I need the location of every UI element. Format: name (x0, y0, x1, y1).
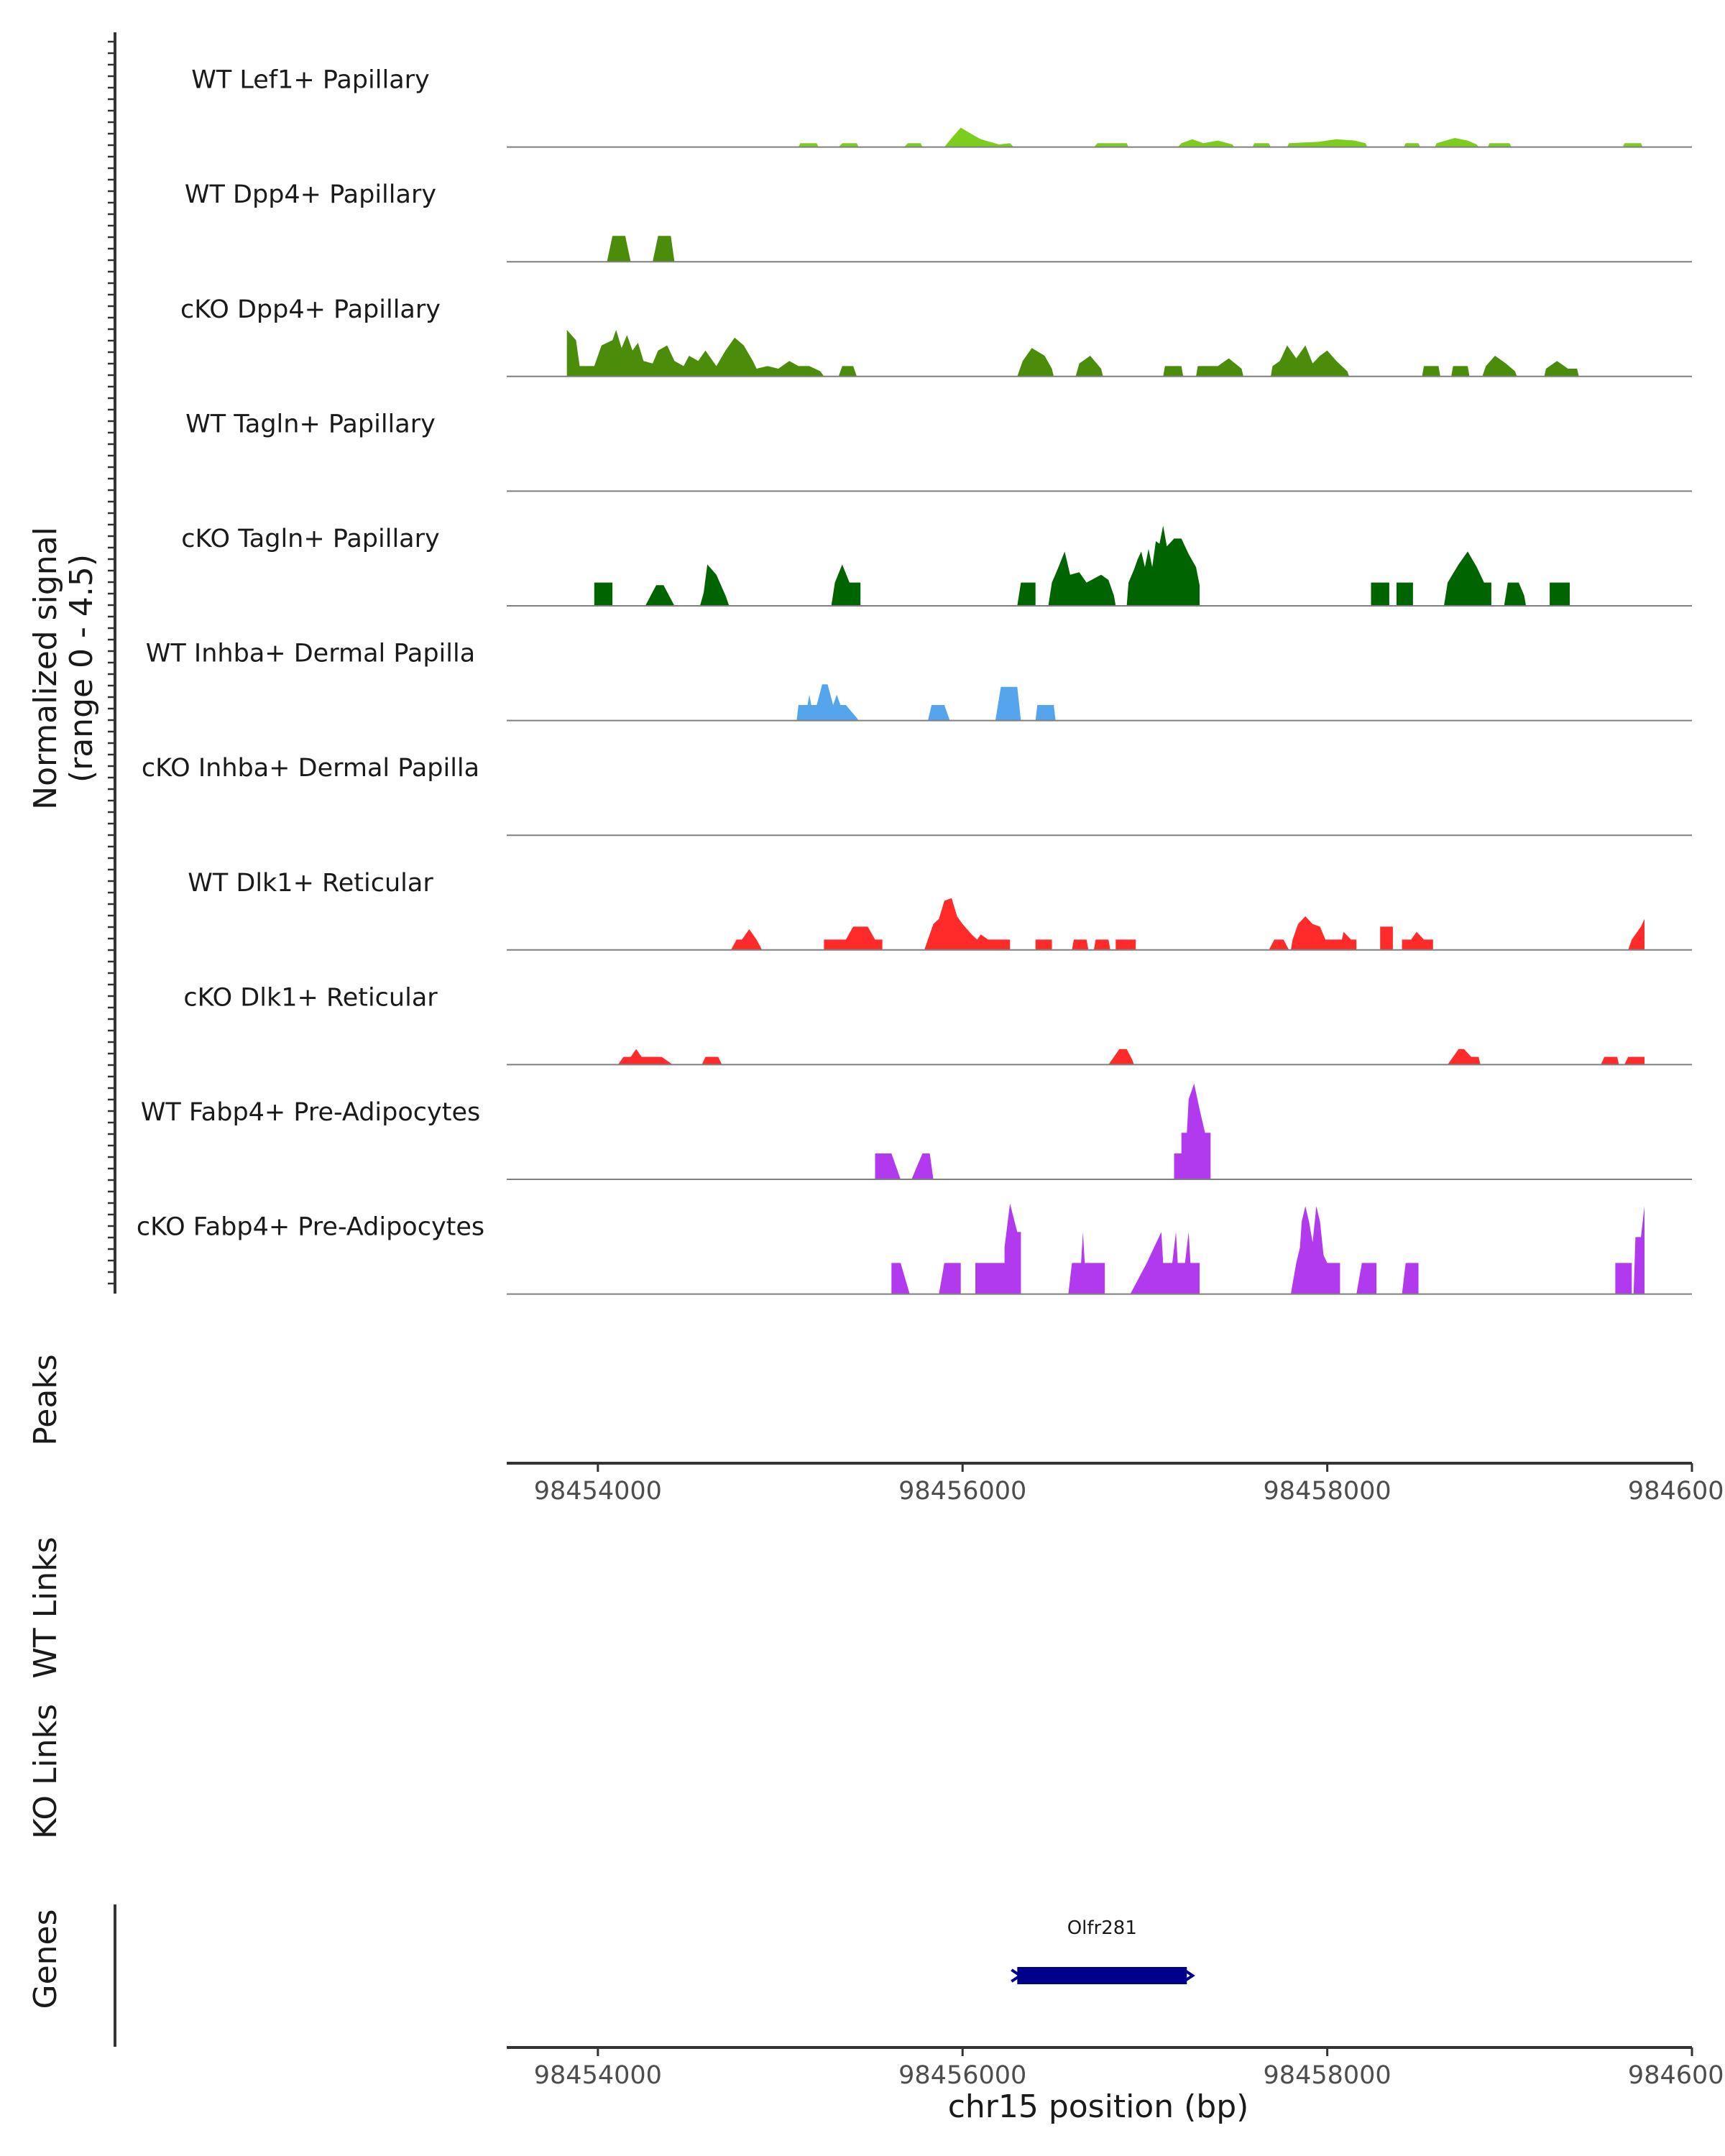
y-axis-ticks (108, 40, 115, 1285)
track-7: cKO Inhba+ Dermal Papilla (142, 754, 1692, 837)
track-3: cKO Dpp4+ Papillary (180, 295, 1692, 377)
x-axis-genes: 98454000 98456000 98458000 98460000 (507, 2046, 1725, 2090)
gene-strand-arrow (1183, 1968, 1195, 1983)
track-label: cKO Dpp4+ Papillary (180, 295, 441, 324)
gene-name-label: Olfr281 (1067, 1917, 1137, 1939)
track-coverage-area (617, 1049, 1644, 1065)
track-label: cKO Inhba+ Dermal Papilla (142, 754, 479, 783)
peaks-title: Peaks (27, 1354, 64, 1445)
gene-track: Olfr281 (1011, 1917, 1195, 1984)
ko-links-title: KO Links (27, 1704, 64, 1839)
x-axis-tick-label: 98456000 (898, 1477, 1026, 1506)
track-label: WT Tagln+ Papillary (185, 410, 436, 438)
x-axis-tick-label: 98454000 (534, 1477, 662, 1506)
y-axis-title-line1: Normalized signal (27, 527, 64, 810)
x-axis-tick-label: 98458000 (1264, 2061, 1392, 2090)
track-9: cKO Dlk1+ Reticular (183, 983, 1692, 1066)
track-label: WT Lef1+ Papillary (191, 66, 430, 95)
track-coverage-area (796, 684, 1056, 721)
x-axis-tick-label: 98460000 (1628, 1477, 1725, 1506)
track-coverage-area (607, 236, 675, 262)
wt-links-title: WT Links (27, 1537, 64, 1678)
track-2: WT Dpp4+ Papillary (185, 180, 1692, 263)
track-4: WT Tagln+ Papillary (185, 410, 1692, 492)
track-10: WT Fabp4+ Pre-Adipocytes (141, 1083, 1692, 1180)
track-label: WT Dlk1+ Reticular (188, 869, 433, 898)
x-axis-peaks: 98454000 98456000 98458000 98460000 (507, 1462, 1725, 1506)
y-axis (108, 32, 116, 1294)
track-8: WT Dlk1+ Reticular (188, 869, 1692, 951)
track-label: WT Dpp4+ Papillary (185, 180, 436, 209)
x-axis-tick-label: 98460000 (1628, 2061, 1725, 2090)
track-coverage-area (875, 1083, 1211, 1179)
track-coverage-area (594, 525, 1570, 606)
x-axis-title: chr15 position (bp) (948, 2088, 1249, 2125)
track-coverage-area (566, 330, 1579, 377)
x-axis-tick-label: 98458000 (1264, 1477, 1392, 1506)
coverage-tracks: WT Lef1+ Papillary WT Dpp4+ Papillary cKO … (137, 66, 1692, 1295)
gene-body (1017, 1967, 1187, 1984)
track-coverage-area (731, 898, 1644, 950)
genes-title: Genes (27, 1909, 64, 2009)
track-label: WT Inhba+ Dermal Papilla (146, 640, 475, 668)
x-axis-tick-label: 98454000 (534, 2061, 662, 2090)
track-coverage-area (891, 1203, 1644, 1294)
y-axis-title-line2: (range 0 - 4.5) (63, 554, 100, 783)
track-label: cKO Fabp4+ Pre-Adipocytes (137, 1213, 484, 1242)
track-coverage-area (798, 127, 1643, 147)
track-11: cKO Fabp4+ Pre-Adipocytes (137, 1203, 1692, 1295)
x-axis-tick-label: 98456000 (898, 2061, 1026, 2090)
track-label: cKO Tagln+ Papillary (181, 525, 440, 553)
gene-strand-arrow (1011, 1968, 1023, 1983)
track-1: WT Lef1+ Papillary (191, 66, 1692, 148)
track-label: WT Fabp4+ Pre-Adipocytes (141, 1098, 480, 1127)
track-label: cKO Dlk1+ Reticular (183, 983, 438, 1012)
track-5: cKO Tagln+ Papillary (181, 525, 1692, 607)
track-6: WT Inhba+ Dermal Papilla (146, 640, 1692, 722)
